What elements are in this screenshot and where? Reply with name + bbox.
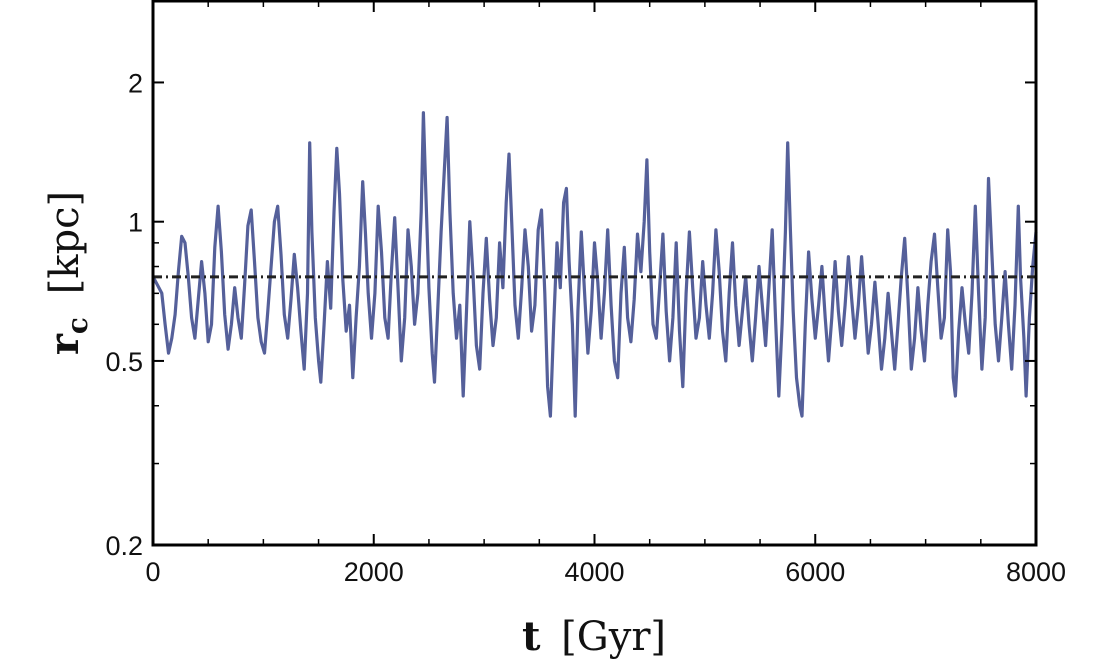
- x-tick-label: 8000: [1006, 557, 1066, 587]
- x-tick-label: 4000: [564, 557, 624, 587]
- y-tick-label: 2: [128, 68, 143, 98]
- x-tick-label: 0: [145, 557, 160, 587]
- x-tick-label: 2000: [344, 557, 404, 587]
- x-tick-label: 6000: [785, 557, 845, 587]
- data-layer: [151, 111, 1038, 418]
- x-axis-symbol: t: [522, 613, 541, 660]
- y-tick-label: 1: [128, 208, 143, 238]
- y-axis-unit: [kpc]: [42, 191, 88, 294]
- y-tick-label: 0.2: [105, 531, 143, 561]
- x-axis-label: t [Gyr]: [522, 613, 666, 660]
- y-tick-label: 0.5: [105, 347, 143, 377]
- y-axis-symbol: r: [41, 333, 88, 355]
- x-axis-unit: [Gyr]: [561, 614, 666, 660]
- series-line-1: [151, 111, 1038, 418]
- labels-layer: 0 2000 4000 6000 8000 0.2 0.5 1 2: [105, 68, 1066, 587]
- plot-frame: [151, 0, 1038, 547]
- y-axis-subscript: c: [61, 317, 94, 334]
- y-axis-label: rc [kpc]: [41, 191, 97, 355]
